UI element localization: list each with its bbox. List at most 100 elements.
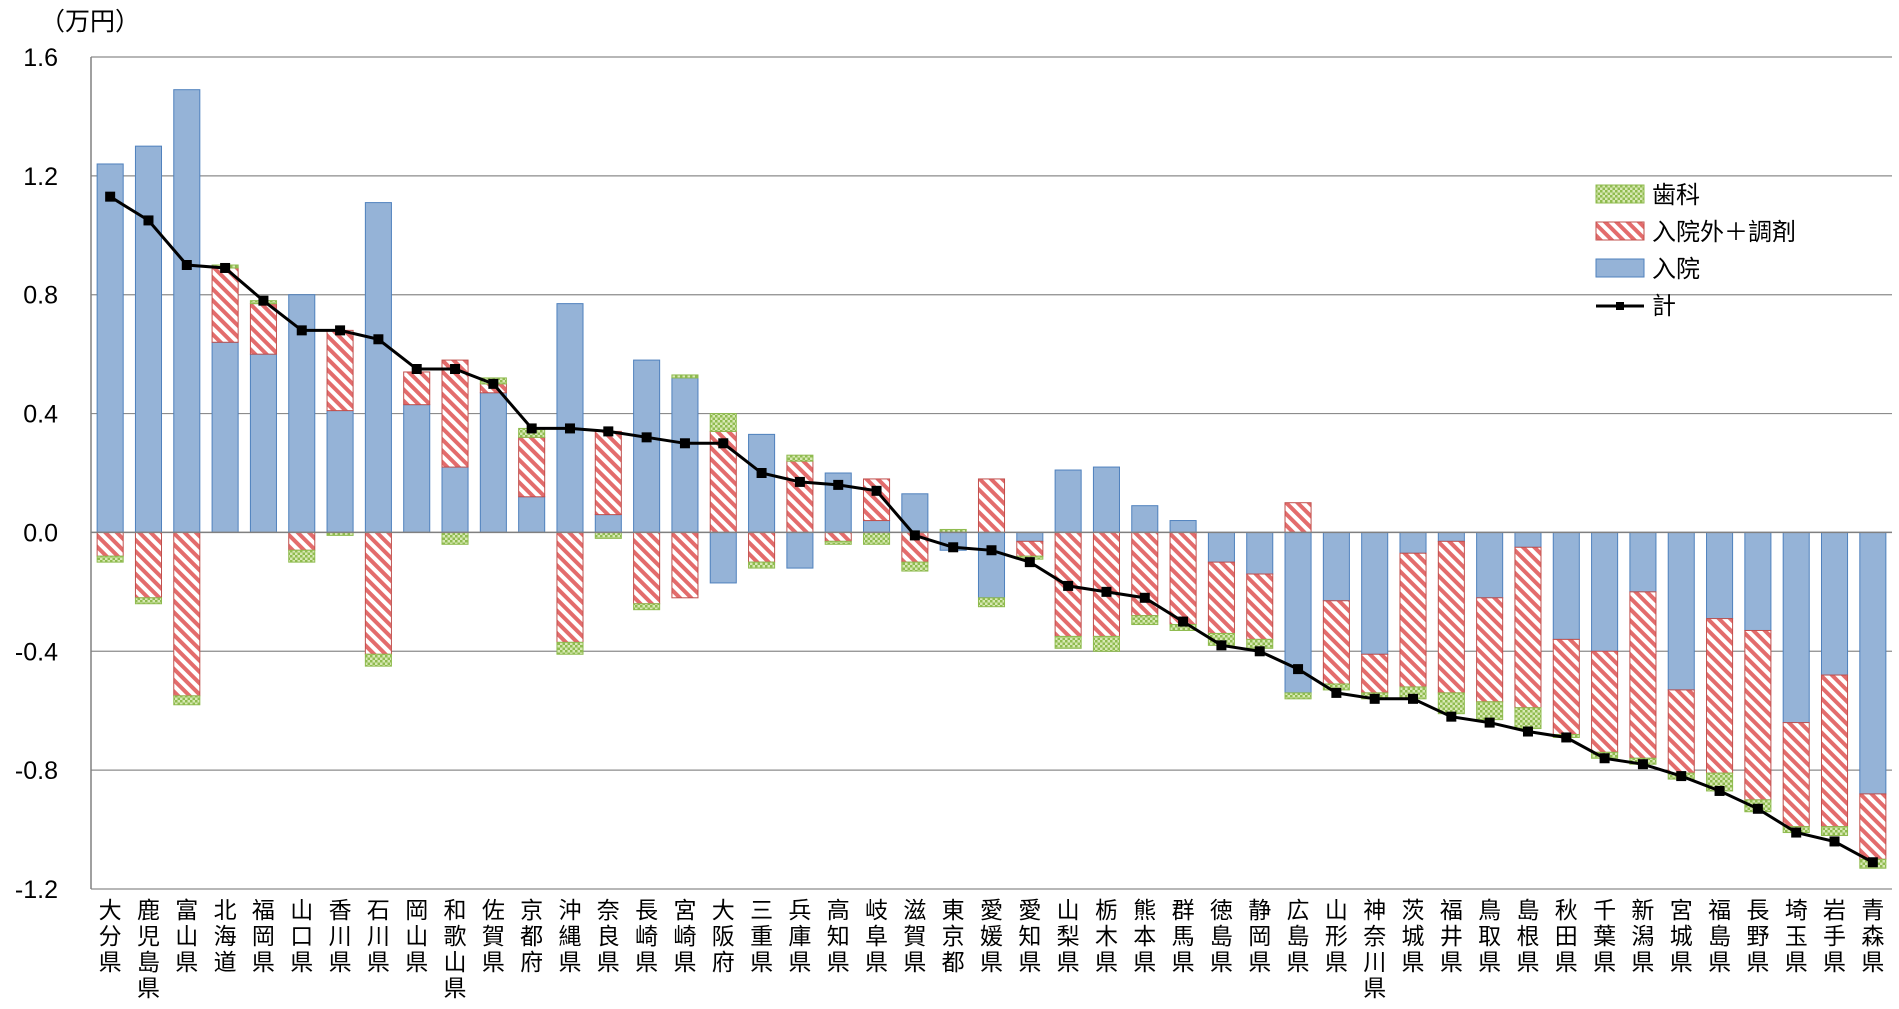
x-category-label: 沖縄県: [558, 898, 581, 976]
bar-outpatient-pharmacy: [1322, 600, 1350, 685]
bar-inpatient: [1437, 531, 1465, 542]
unit-label: （万円）: [40, 7, 140, 36]
bar-outpatient-pharmacy: [1667, 689, 1695, 774]
total-point: [833, 479, 844, 490]
total-point: [986, 545, 997, 556]
x-category-label: 東京都: [942, 898, 965, 976]
bar-outpatient-pharmacy: [1207, 561, 1235, 634]
bar-inpatient: [1552, 531, 1580, 640]
x-category-label: 三重県: [750, 898, 773, 976]
bar-dental: [863, 531, 891, 545]
bar-outpatient-pharmacy: [1437, 540, 1465, 694]
bar-outpatient-pharmacy: [556, 531, 584, 643]
x-category-label: 茨城県: [1402, 898, 1425, 976]
x-category-label: 埼玉県: [1785, 898, 1808, 976]
x-category-label: 石川県: [367, 898, 390, 976]
bar-outpatient-pharmacy: [518, 436, 546, 498]
bar-dental: [671, 374, 699, 379]
x-category-label: 京都府: [520, 898, 543, 976]
bar-outpatient-pharmacy: [1092, 531, 1120, 637]
bar-inpatient: [1361, 531, 1389, 655]
x-category-label: 千葉県: [1593, 898, 1616, 976]
bar-outpatient-pharmacy: [173, 531, 201, 697]
bar-inpatient: [1169, 520, 1197, 533]
bar-dental: [1092, 635, 1120, 652]
x-category-label: 静岡県: [1248, 898, 1271, 976]
x-category-label: 佐賀県: [482, 898, 505, 976]
total-point: [564, 423, 575, 434]
x-category-label: 愛知県: [1018, 898, 1041, 976]
bar-dental: [901, 561, 929, 572]
bar-dental: [786, 454, 814, 462]
x-category-labels: 大分県鹿児島県富山県北海道福岡県山口県香川県石川県岡山県和歌山県佐賀県京都府沖縄…: [99, 898, 1885, 1002]
bar-dental: [1514, 707, 1542, 730]
gridlines: [91, 56, 1892, 890]
bar-dental: [824, 540, 852, 545]
bar-outpatient-pharmacy: [748, 531, 776, 563]
legend-swatch-outpatient: [1595, 221, 1645, 241]
total-point: [1599, 753, 1610, 764]
bar-outpatient-pharmacy: [403, 371, 431, 406]
bar-inpatient: [1092, 466, 1120, 533]
total-point: [1637, 759, 1648, 770]
bar-inpatient: [518, 496, 546, 533]
x-category-label: 宮城県: [1670, 898, 1693, 976]
bar-inpatient: [977, 531, 1006, 599]
bar-outpatient-pharmacy: [1552, 638, 1580, 735]
bar-outpatient-pharmacy: [786, 460, 814, 533]
bar-outpatient-pharmacy: [134, 531, 163, 599]
legend: 歯科 入院外＋調剤 入院 計: [1595, 181, 1796, 320]
bar-outpatient-pharmacy: [1782, 722, 1810, 828]
bar-outpatient-pharmacy: [249, 303, 277, 355]
legend-swatch-inpatient: [1595, 258, 1645, 278]
x-category-label: 富山県: [175, 898, 198, 976]
total-point: [526, 423, 537, 434]
x-category-label: 山梨県: [1057, 898, 1080, 976]
total-point: [1178, 616, 1189, 627]
bar-inpatient: [1629, 531, 1657, 593]
bar-inpatient: [1131, 505, 1159, 533]
bar-outpatient-pharmacy: [1514, 546, 1542, 709]
bar-dental: [748, 561, 776, 569]
bar-inpatient: [403, 404, 431, 533]
y-tick-label: 0.8: [23, 282, 58, 310]
total-point: [1293, 664, 1304, 675]
bar-outpatient-pharmacy: [824, 531, 852, 542]
total-point: [488, 378, 499, 389]
bar-inpatient: [1859, 531, 1887, 795]
total-point: [296, 325, 307, 336]
bar-outpatient-pharmacy: [1246, 573, 1274, 640]
bar-outpatient-pharmacy: [1744, 629, 1772, 801]
x-category-label: 山形県: [1325, 898, 1348, 976]
x-category-label: 岩手県: [1823, 898, 1846, 976]
bar-inpatient: [633, 359, 661, 533]
bar-inpatient: [1820, 531, 1849, 676]
total-point: [1867, 857, 1878, 868]
bar-inpatient: [748, 433, 776, 533]
total-point: [143, 215, 154, 226]
bar-outpatient-pharmacy: [1820, 674, 1849, 828]
bar-outpatient-pharmacy: [1476, 597, 1504, 703]
bar-dental: [134, 597, 163, 605]
total-point: [1369, 693, 1380, 704]
x-category-label: 和歌山県: [444, 898, 467, 1002]
bar-inpatient: [1744, 531, 1772, 631]
bar-inpatient: [1016, 531, 1044, 542]
bar-dental: [977, 597, 1006, 608]
x-category-label: 熊本県: [1133, 898, 1156, 976]
total-point: [1024, 557, 1035, 568]
total-point: [105, 191, 116, 202]
bar-inpatient: [173, 89, 201, 533]
total-point: [258, 295, 269, 306]
bar-outpatient-pharmacy: [977, 478, 1006, 533]
total-point: [450, 364, 461, 374]
x-category-label: 宮崎県: [673, 898, 696, 976]
x-category-label: 大阪府: [712, 898, 735, 976]
x-category-label: 北海道: [214, 898, 237, 976]
bar-dental: [709, 413, 737, 432]
bar-inpatient: [786, 531, 814, 569]
bar-series: [96, 89, 1887, 869]
total-point: [1714, 785, 1725, 796]
bar-dental: [633, 603, 661, 611]
